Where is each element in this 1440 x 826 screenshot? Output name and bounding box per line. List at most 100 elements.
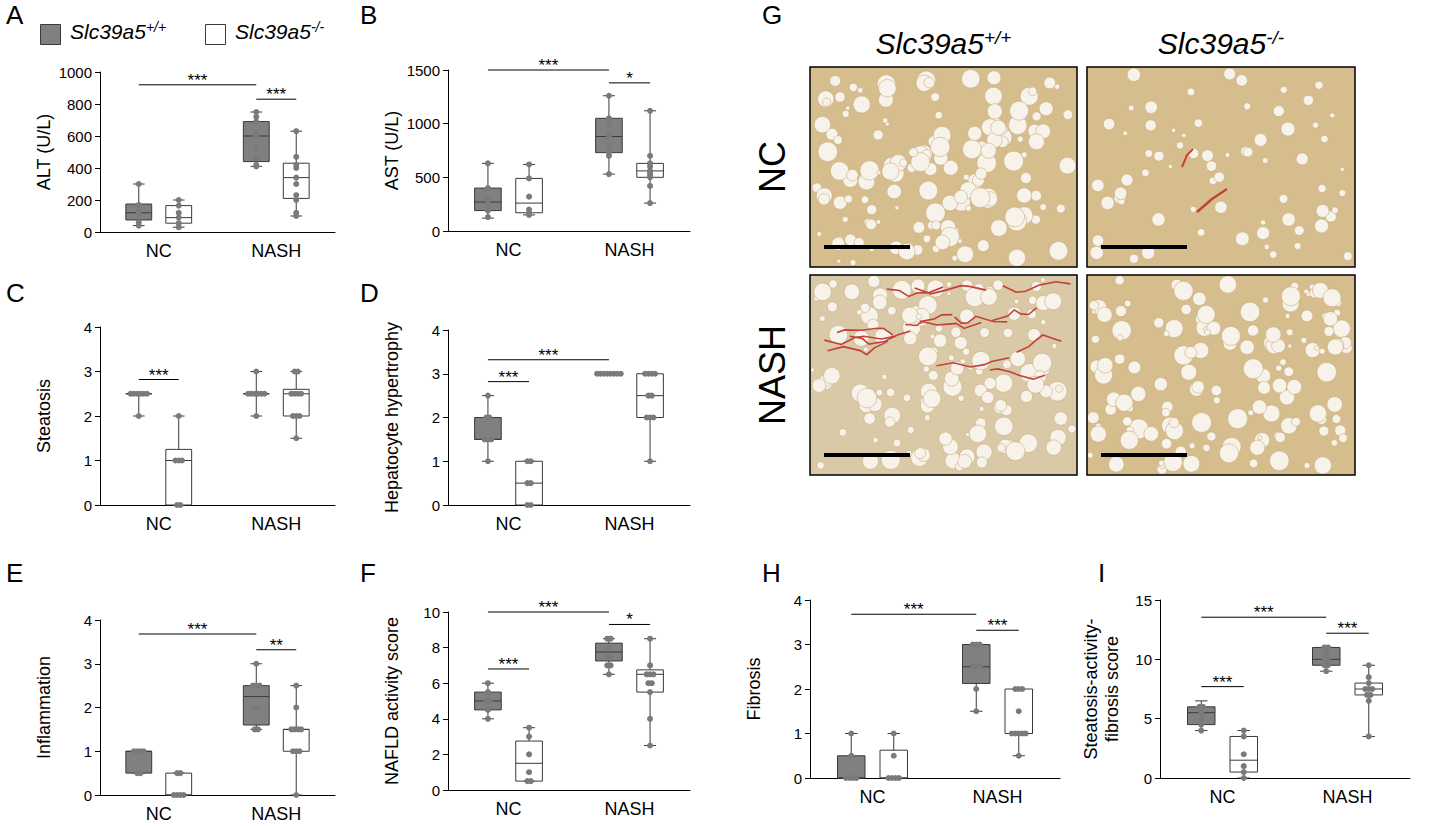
svg-text:Hepatocyte hypertrophy: Hepatocyte hypertrophy [382, 322, 402, 513]
svg-text:0: 0 [432, 223, 440, 240]
svg-text:NC: NC [860, 787, 886, 807]
svg-text:4: 4 [84, 612, 92, 629]
svg-text:NASH: NASH [251, 804, 301, 824]
svg-text:H: H [762, 558, 781, 588]
svg-text:C: C [6, 278, 25, 308]
svg-text:Slc39a5: Slc39a5 [1158, 27, 1267, 60]
svg-text:NASH: NASH [604, 240, 654, 260]
svg-text:AST (U/L): AST (U/L) [382, 111, 402, 191]
svg-text:3: 3 [794, 636, 802, 653]
svg-text:4: 4 [794, 592, 802, 609]
svg-text:3: 3 [84, 363, 92, 380]
svg-text:**: ** [270, 636, 284, 655]
svg-text:***: *** [266, 85, 286, 104]
svg-text:NASH: NASH [1322, 787, 1372, 807]
svg-text:*: * [626, 610, 633, 629]
svg-text:NC: NC [496, 240, 522, 260]
svg-text:800: 800 [67, 96, 92, 113]
svg-text:E: E [6, 558, 23, 588]
svg-text:***: *** [539, 598, 559, 617]
svg-text:Slc39a5: Slc39a5 [235, 20, 311, 43]
svg-text:NC: NC [146, 514, 172, 534]
svg-text:0: 0 [84, 787, 92, 804]
svg-text:2: 2 [84, 699, 92, 716]
svg-text:***: *** [1254, 603, 1274, 622]
svg-text:1: 1 [84, 743, 92, 760]
svg-text:***: *** [1213, 673, 1233, 692]
svg-text:Slc39a5: Slc39a5 [876, 27, 985, 60]
svg-text:1: 1 [84, 452, 92, 469]
svg-text:8: 8 [432, 639, 440, 656]
svg-text:200: 200 [67, 192, 92, 209]
svg-text:***: *** [149, 366, 169, 385]
svg-text:*: * [626, 69, 633, 88]
svg-text:500: 500 [415, 169, 440, 186]
svg-text:***: *** [188, 620, 208, 639]
svg-text:NC: NC [1210, 787, 1236, 807]
svg-text:B: B [360, 0, 377, 30]
svg-text:2: 2 [432, 746, 440, 763]
svg-text:NC: NC [146, 804, 172, 824]
svg-text:NASH: NASH [604, 799, 654, 819]
svg-text:F: F [360, 558, 376, 588]
svg-text:***: *** [904, 600, 924, 619]
svg-text:***: *** [188, 71, 208, 90]
svg-text:0: 0 [432, 782, 440, 799]
svg-text:0: 0 [84, 497, 92, 514]
svg-text:5: 5 [1144, 710, 1152, 727]
svg-text:4: 4 [432, 710, 440, 727]
svg-text:+/+: +/+ [984, 27, 1011, 48]
svg-text:Steatosis-activity-: Steatosis-activity- [1081, 618, 1101, 759]
svg-text:***: *** [1338, 619, 1358, 638]
svg-text:NASH: NASH [251, 514, 301, 534]
svg-text:1000: 1000 [407, 115, 440, 132]
svg-text:-/-: -/- [311, 19, 325, 35]
svg-text:1500: 1500 [407, 62, 440, 79]
svg-text:ALT (U/L): ALT (U/L) [34, 114, 54, 190]
svg-text:***: *** [539, 56, 559, 75]
svg-text:1: 1 [794, 725, 802, 742]
svg-text:Slc39a5: Slc39a5 [70, 20, 146, 43]
svg-text:15: 15 [1135, 592, 1152, 609]
svg-text:4: 4 [432, 322, 440, 339]
svg-text:fibrosis score: fibrosis score [1102, 636, 1122, 742]
svg-text:4: 4 [84, 319, 92, 336]
svg-text:-/-: -/- [1266, 27, 1284, 48]
svg-text:1: 1 [432, 453, 440, 470]
svg-text:A: A [6, 0, 24, 30]
svg-text:D: D [360, 278, 379, 308]
svg-text:Fibrosis: Fibrosis [744, 657, 764, 720]
svg-text:400: 400 [67, 160, 92, 177]
svg-text:G: G [762, 0, 782, 30]
svg-text:NC: NC [496, 514, 522, 534]
svg-text:NC: NC [146, 241, 172, 261]
svg-text:0: 0 [432, 497, 440, 514]
svg-text:NAFLD activity score: NAFLD activity score [382, 617, 402, 785]
svg-text:Steatosis: Steatosis [34, 379, 54, 453]
svg-text:NASH: NASH [604, 514, 654, 534]
svg-text:2: 2 [794, 681, 802, 698]
svg-text:10: 10 [423, 604, 440, 621]
svg-text:3: 3 [84, 655, 92, 672]
svg-text:3: 3 [432, 365, 440, 382]
svg-text:0: 0 [84, 224, 92, 241]
svg-text:600: 600 [67, 128, 92, 145]
svg-text:***: *** [988, 616, 1008, 635]
svg-text:NC: NC [752, 141, 793, 193]
svg-text:NC: NC [496, 799, 522, 819]
svg-text:NASH: NASH [752, 325, 793, 425]
svg-text:+/+: +/+ [146, 19, 166, 35]
svg-text:2: 2 [84, 408, 92, 425]
svg-text:2: 2 [432, 409, 440, 426]
svg-text:***: *** [499, 368, 519, 387]
svg-text:***: *** [539, 346, 559, 365]
svg-text:NASH: NASH [251, 241, 301, 261]
svg-text:Inflammation: Inflammation [34, 656, 54, 759]
svg-text:1000: 1000 [59, 64, 92, 81]
svg-text:NASH: NASH [972, 787, 1022, 807]
svg-text:10: 10 [1135, 651, 1152, 668]
svg-text:***: *** [499, 655, 519, 674]
svg-text:6: 6 [432, 675, 440, 692]
svg-text:0: 0 [794, 770, 802, 787]
svg-text:0: 0 [1144, 770, 1152, 787]
